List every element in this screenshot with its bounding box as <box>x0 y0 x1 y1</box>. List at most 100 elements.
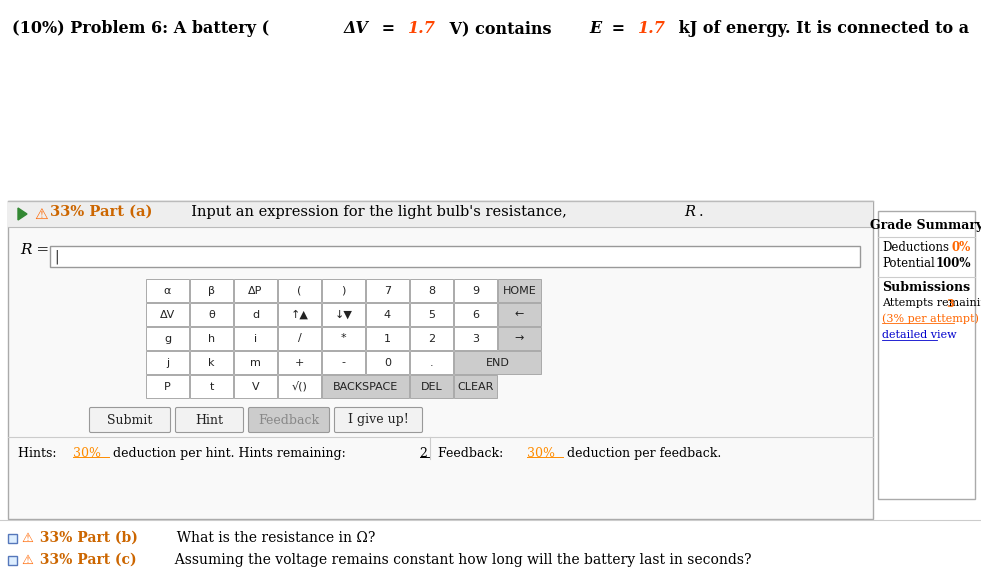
Text: 1.7: 1.7 <box>638 20 665 37</box>
FancyBboxPatch shape <box>278 351 321 374</box>
Text: Deductions: Deductions <box>882 241 949 254</box>
Text: (10%) Problem 6: A battery (: (10%) Problem 6: A battery ( <box>12 20 269 37</box>
Text: j: j <box>166 358 169 368</box>
Text: P: P <box>164 381 171 392</box>
Text: Potential: Potential <box>882 257 935 270</box>
Text: h: h <box>208 334 215 343</box>
Text: 9: 9 <box>472 286 479 295</box>
Text: √(): √() <box>291 381 307 392</box>
Text: θ: θ <box>208 309 215 320</box>
Text: HOME: HOME <box>502 286 537 295</box>
Text: 8: 8 <box>428 286 435 295</box>
Text: ): ) <box>341 286 345 295</box>
Text: d: d <box>252 309 259 320</box>
Text: α: α <box>164 286 172 295</box>
Text: (: ( <box>297 286 302 295</box>
Text: V) contains: V) contains <box>443 20 557 37</box>
Text: m: m <box>250 358 261 368</box>
Text: ⚠: ⚠ <box>34 207 48 222</box>
FancyBboxPatch shape <box>146 375 189 398</box>
FancyBboxPatch shape <box>50 246 860 267</box>
Text: 33% Part (a): 33% Part (a) <box>50 205 152 219</box>
FancyBboxPatch shape <box>322 351 365 374</box>
Text: R: R <box>685 205 696 219</box>
Text: =: = <box>376 20 400 37</box>
FancyBboxPatch shape <box>322 327 365 350</box>
FancyBboxPatch shape <box>234 303 277 326</box>
Text: t: t <box>209 381 214 392</box>
FancyBboxPatch shape <box>410 327 453 350</box>
Text: ΔV: ΔV <box>344 20 369 37</box>
FancyBboxPatch shape <box>410 351 453 374</box>
FancyBboxPatch shape <box>234 375 277 398</box>
FancyBboxPatch shape <box>146 351 189 374</box>
Text: →: → <box>515 334 524 343</box>
FancyBboxPatch shape <box>8 534 17 543</box>
Text: Feedback: Feedback <box>258 414 320 426</box>
FancyBboxPatch shape <box>498 303 541 326</box>
Text: Submissions: Submissions <box>882 281 970 294</box>
FancyBboxPatch shape <box>366 303 409 326</box>
Text: Attempts remaining:: Attempts remaining: <box>882 298 981 308</box>
Text: 30%: 30% <box>528 447 555 460</box>
Text: What is the resistance in Ω?: What is the resistance in Ω? <box>168 531 375 545</box>
Text: 6: 6 <box>472 309 479 320</box>
Text: 4: 4 <box>384 309 391 320</box>
Text: R =: R = <box>20 243 49 257</box>
Text: 5: 5 <box>428 309 435 320</box>
FancyBboxPatch shape <box>878 211 975 499</box>
FancyBboxPatch shape <box>454 351 541 374</box>
FancyBboxPatch shape <box>190 351 233 374</box>
FancyBboxPatch shape <box>454 375 497 398</box>
Text: 1: 1 <box>384 334 391 343</box>
Text: ΔV: ΔV <box>160 309 176 320</box>
FancyBboxPatch shape <box>278 327 321 350</box>
Text: .: . <box>430 358 434 368</box>
FancyBboxPatch shape <box>278 279 321 302</box>
FancyBboxPatch shape <box>146 327 189 350</box>
FancyBboxPatch shape <box>498 279 541 302</box>
Polygon shape <box>18 208 27 220</box>
FancyBboxPatch shape <box>410 303 453 326</box>
Text: 0: 0 <box>384 358 391 368</box>
FancyBboxPatch shape <box>322 375 409 398</box>
Text: +: + <box>295 358 304 368</box>
Text: 2: 2 <box>428 334 435 343</box>
Text: Input an expression for the light bulb's resistance,: Input an expression for the light bulb's… <box>182 205 572 219</box>
Text: DEL: DEL <box>421 381 442 392</box>
Text: Feedback:: Feedback: <box>438 447 507 460</box>
FancyBboxPatch shape <box>190 279 233 302</box>
Text: .: . <box>698 205 703 219</box>
Text: deduction per feedback.: deduction per feedback. <box>563 447 722 460</box>
Text: V: V <box>252 381 259 392</box>
FancyBboxPatch shape <box>366 279 409 302</box>
Text: Hint: Hint <box>195 414 224 426</box>
Text: k: k <box>208 358 215 368</box>
Text: Submit: Submit <box>107 414 153 426</box>
FancyBboxPatch shape <box>8 201 873 227</box>
Text: (3% per attempt): (3% per attempt) <box>882 313 979 324</box>
Text: ↑▲: ↑▲ <box>290 309 308 320</box>
FancyBboxPatch shape <box>322 279 365 302</box>
FancyBboxPatch shape <box>190 375 233 398</box>
FancyBboxPatch shape <box>366 327 409 350</box>
FancyBboxPatch shape <box>498 327 541 350</box>
FancyBboxPatch shape <box>176 407 243 433</box>
Text: β: β <box>208 286 215 295</box>
FancyBboxPatch shape <box>322 303 365 326</box>
FancyBboxPatch shape <box>454 327 497 350</box>
Text: *: * <box>340 334 346 343</box>
Text: Assuming the voltage remains constant how long will the battery last in seconds?: Assuming the voltage remains constant ho… <box>166 553 751 567</box>
Text: 3: 3 <box>946 298 954 309</box>
FancyBboxPatch shape <box>454 279 497 302</box>
Text: CLEAR: CLEAR <box>457 381 493 392</box>
Text: Hints:: Hints: <box>18 447 61 460</box>
Text: Grade Summary: Grade Summary <box>870 219 981 232</box>
Text: deduction per hint. Hints remaining:: deduction per hint. Hints remaining: <box>109 447 349 460</box>
FancyBboxPatch shape <box>146 279 189 302</box>
Text: E: E <box>590 20 602 37</box>
Text: ⚠: ⚠ <box>21 531 33 545</box>
Text: 2: 2 <box>420 447 428 460</box>
Text: 1.7: 1.7 <box>408 20 436 37</box>
Text: 30%: 30% <box>73 447 101 460</box>
